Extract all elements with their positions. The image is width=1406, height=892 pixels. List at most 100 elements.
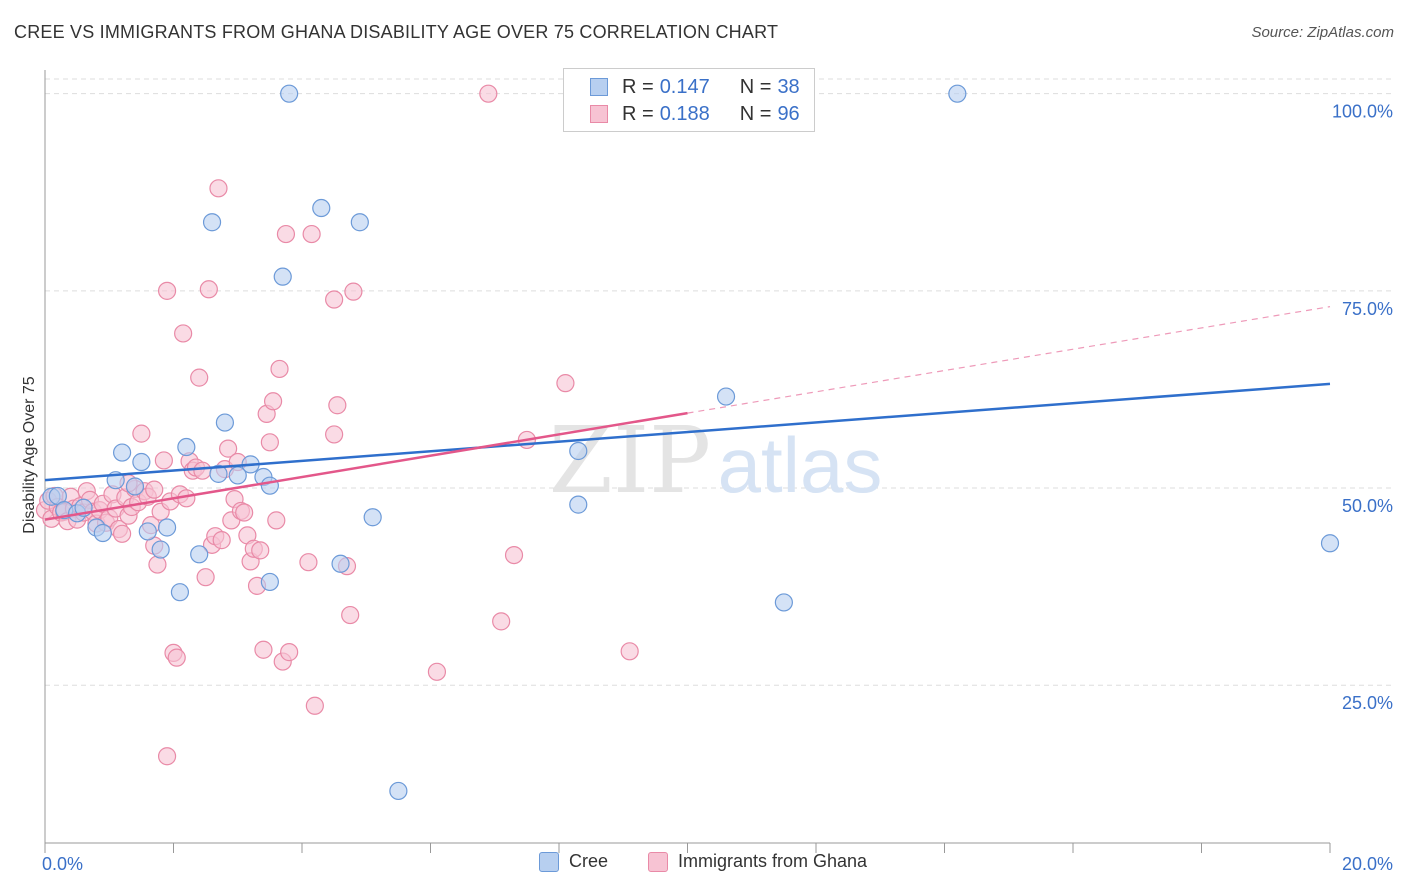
ghana-point (148, 555, 167, 574)
cree-point (157, 518, 177, 537)
y-tick-label: 75.0% (1342, 299, 1393, 319)
ghana-trend-extension (687, 306, 1331, 414)
ghana-point (620, 642, 639, 661)
r-label: R = (622, 102, 654, 125)
y-axis-label: Disability Age Over 75 (21, 376, 38, 534)
grid (45, 78, 1392, 686)
cree-point (280, 84, 299, 103)
ghana-point (235, 503, 254, 522)
ghana-point (212, 531, 231, 550)
n-value: 96 (777, 102, 800, 125)
legend-item-ghana[interactable]: Immigrants from Ghana (647, 851, 868, 872)
ghana-point (325, 425, 344, 444)
cree-point (93, 523, 112, 543)
ghana-point (504, 545, 524, 565)
tick-labels: 25.0% 50.0% 75.0% 100.0% 0.0% 20.0% (42, 102, 1393, 874)
ghana-point (556, 374, 575, 393)
cree-point (569, 495, 588, 514)
ghana-point (254, 640, 273, 659)
cree-point (716, 387, 736, 406)
ghana-point (276, 224, 296, 244)
cree-point (389, 781, 408, 801)
watermark-atlas: atlas (718, 421, 883, 509)
trend-lines (44, 306, 1331, 521)
r-value: 0.188 (659, 102, 710, 125)
cree-point (273, 267, 292, 286)
cree-point (260, 572, 279, 592)
ghana-point (263, 392, 283, 411)
ghana-point (299, 553, 318, 572)
series-legend: Cree Immigrants from Ghana (0, 851, 1406, 872)
ghana-point (270, 359, 289, 379)
ghana-swatch (590, 105, 608, 123)
stats-row-cree: R = 0.147 N = 38 (590, 74, 800, 100)
ghana-point (174, 324, 193, 343)
ghana-point (305, 696, 324, 715)
ghana-point (344, 282, 363, 301)
n-label: N = (739, 75, 772, 98)
cree-point (132, 452, 151, 472)
ghana-point (219, 439, 238, 458)
cree-point (331, 554, 350, 573)
x-tick-label: 20.0% (1342, 854, 1393, 874)
ghana-point (341, 605, 360, 625)
cree-point (215, 413, 234, 432)
ghana-swatch (647, 851, 668, 872)
cree-point (350, 213, 369, 232)
y-tick-label: 50.0% (1342, 496, 1393, 516)
legend-label-cree: Cree (568, 851, 608, 871)
cree-point (138, 522, 157, 541)
legend-label-ghana: Immigrants from Ghana (677, 851, 868, 871)
ghana-point (209, 179, 228, 198)
ghana-point (167, 648, 186, 667)
cree-point (260, 476, 279, 495)
cree-point (112, 443, 132, 462)
cree-point (170, 583, 190, 602)
cree-point (774, 593, 793, 612)
ghana-point (196, 568, 215, 587)
cree-swatch (590, 78, 608, 96)
ghana-point (328, 396, 347, 415)
ghana-point (112, 524, 132, 543)
cree-point (569, 441, 588, 461)
ghana-point (302, 224, 321, 244)
ghana-point (145, 480, 164, 499)
ghana-point (199, 280, 218, 299)
chart-title: CREE VS IMMIGRANTS FROM GHANA DISABILITY… (14, 22, 779, 42)
ghana-point (280, 643, 299, 662)
n-value: 38 (777, 75, 800, 98)
stats-row-ghana: R = 0.188 N = 96 (590, 101, 800, 127)
cree-point (190, 545, 209, 564)
ghana-point (154, 451, 173, 470)
ghana-trend-line (44, 411, 688, 521)
ghana-point (190, 368, 209, 387)
axes (44, 70, 1331, 853)
ghana-point (427, 662, 447, 681)
cree-point (209, 464, 228, 483)
ghana-point (157, 747, 177, 766)
cree-point (125, 477, 145, 496)
cree-point (177, 437, 196, 457)
ghana-point (267, 511, 286, 530)
n-label: N = (739, 102, 772, 125)
cree-point (151, 540, 170, 559)
cree-point (948, 84, 967, 103)
y-tick-label: 100.0% (1332, 102, 1393, 122)
cree-point (312, 198, 331, 218)
ghana-point (325, 290, 344, 309)
data-points (35, 84, 1340, 801)
ghana-point (260, 433, 279, 452)
legend-item-cree[interactable]: Cree (538, 851, 608, 872)
source-label: Source: ZipAtlas.com (1251, 24, 1394, 41)
cree-point (1320, 534, 1340, 553)
ghana-point (251, 541, 270, 560)
cree-point (363, 508, 382, 527)
x-tick-label: 0.0% (42, 854, 83, 874)
ghana-point (479, 84, 498, 103)
watermark: ZIP atlas (549, 407, 882, 514)
ghana-point (193, 461, 212, 480)
stats-legend: R = 0.147 N = 38 R = 0.188 N = 96 (563, 68, 815, 132)
y-tick-label: 25.0% (1342, 693, 1393, 713)
r-value: 0.147 (659, 75, 710, 98)
